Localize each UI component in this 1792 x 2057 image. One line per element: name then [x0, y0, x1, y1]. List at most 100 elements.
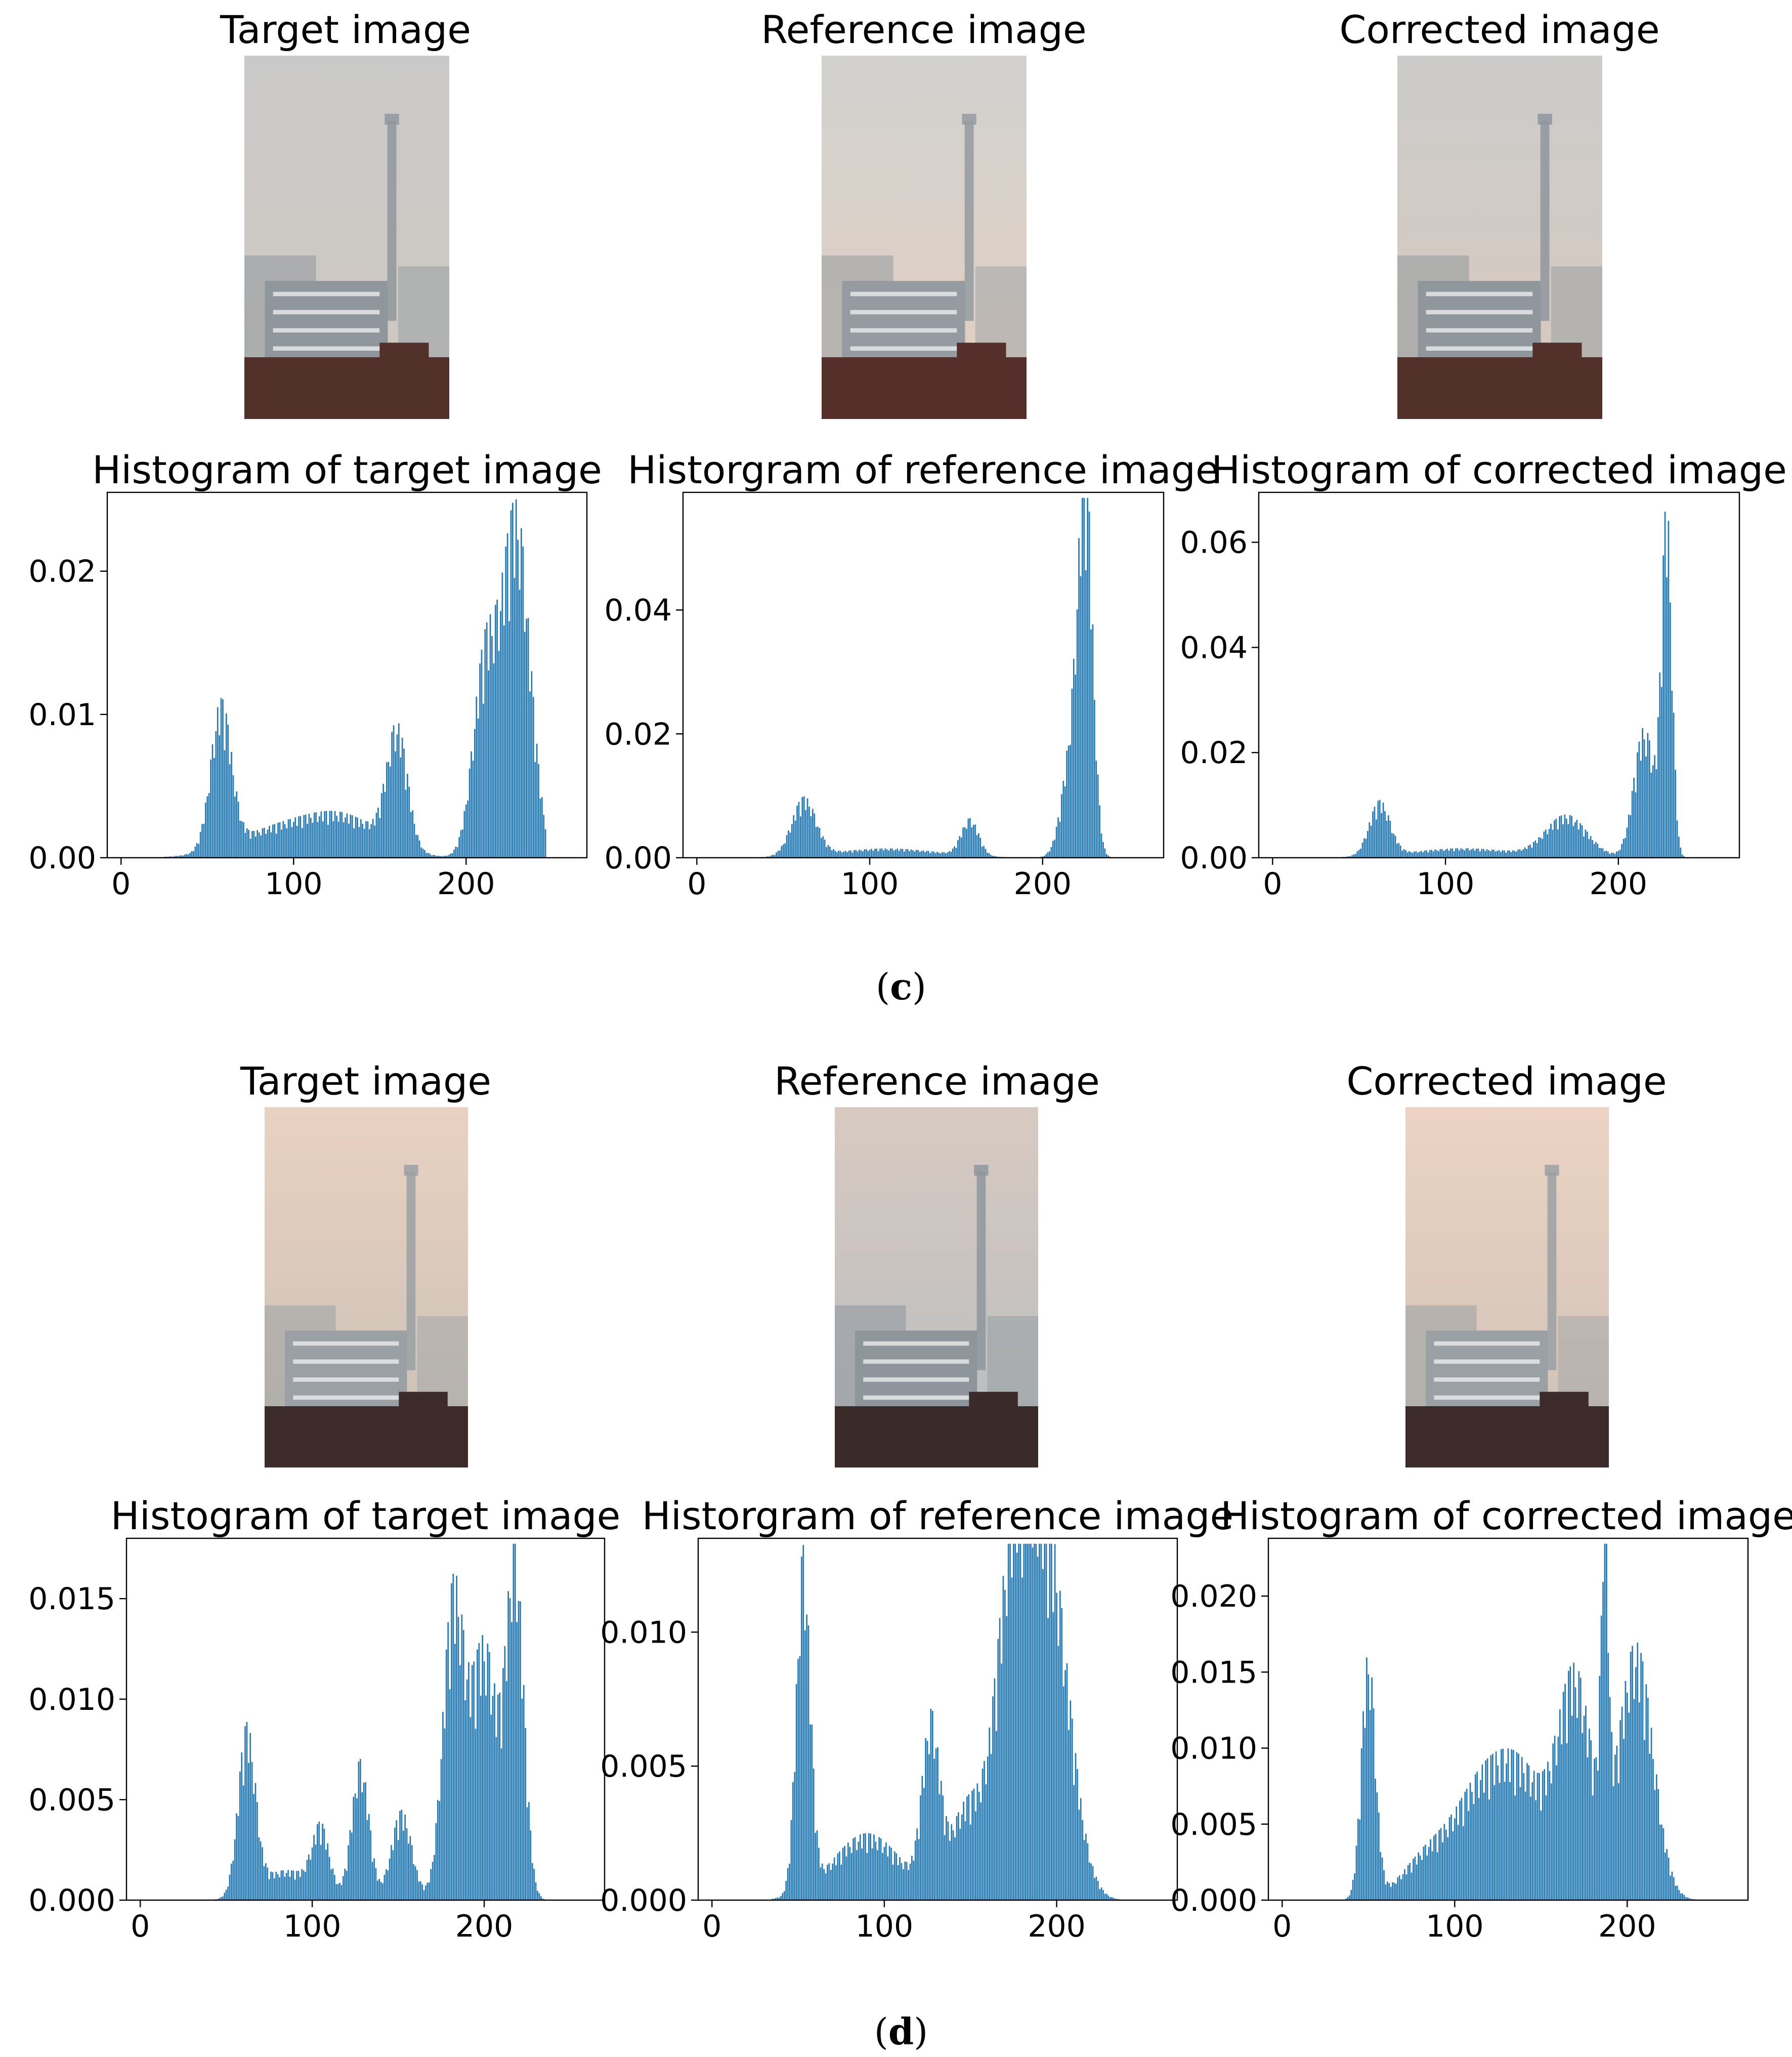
histogram-bar	[222, 1896, 224, 1900]
histogram-bar	[1607, 1653, 1609, 1900]
histogram-bar	[1529, 844, 1531, 858]
histogram-bar	[310, 818, 312, 858]
histogram-bar	[328, 1857, 330, 1900]
histogram-bar	[1348, 1895, 1350, 1900]
histogram-bar	[198, 844, 200, 858]
histogram-bar	[519, 590, 521, 858]
histogram-bar	[927, 851, 929, 858]
histogram-bar	[483, 1661, 485, 1900]
histogram-bar	[1652, 1759, 1654, 1900]
histogram-bar	[1544, 1769, 1545, 1900]
histogram-bar	[884, 848, 886, 858]
histogram-bar	[976, 1783, 978, 1900]
histogram-bar	[422, 849, 424, 858]
histogram-bar	[1678, 836, 1680, 858]
histogram-bar	[427, 853, 429, 858]
histogram-bar	[1426, 850, 1427, 858]
histogram-bar	[1597, 1771, 1599, 1900]
histogram-bar	[1345, 1898, 1347, 1900]
histogram-bar	[297, 1871, 300, 1900]
histogram-bar	[361, 1792, 363, 1900]
histogram-bar	[909, 1863, 911, 1900]
histogram-bar	[926, 851, 928, 858]
histogram-bar	[1403, 849, 1405, 858]
histogram-bar	[1082, 1820, 1083, 1900]
histogram-bar	[793, 815, 795, 858]
histogram-bar	[396, 1820, 398, 1900]
histogram-bar	[1688, 1898, 1690, 1900]
histogram-bar	[1062, 781, 1064, 858]
histogram-bar	[774, 855, 776, 858]
histogram-bar	[1574, 1687, 1576, 1900]
histogram-bar	[1466, 1788, 1468, 1900]
histogram-bar	[1583, 1715, 1585, 1900]
histogram-bar	[1595, 1757, 1597, 1900]
histogram-bar	[382, 783, 384, 858]
histogram-bar	[1066, 1663, 1068, 1900]
histogram-bar	[1609, 854, 1611, 858]
histogram-bar	[1564, 814, 1566, 858]
photo-building-window-row	[1434, 1359, 1540, 1364]
histogram-bar	[287, 1870, 289, 1900]
histogram-bar	[458, 837, 460, 858]
histogram-bar	[224, 750, 226, 858]
y-tick-label: 0.005	[600, 1749, 687, 1784]
histogram-bar	[267, 829, 269, 858]
histogram-bar	[1447, 1837, 1448, 1900]
histogram-bar	[532, 697, 534, 858]
histogram-bar	[988, 853, 990, 858]
histogram-bar	[1507, 1748, 1509, 1900]
histogram-bar	[359, 1758, 361, 1900]
histogram-bar	[1052, 1612, 1054, 1900]
histogram-bar	[1581, 825, 1583, 858]
histogram-bar	[253, 831, 255, 858]
histogram-bar	[407, 774, 408, 858]
histogram-bar	[294, 1879, 296, 1900]
histogram-bar	[961, 1814, 963, 1900]
histogram-bar	[334, 811, 336, 858]
histogram-bar	[225, 713, 227, 858]
histogram-bar	[451, 1583, 452, 1900]
histogram-bar	[312, 822, 314, 858]
histogram-bar	[375, 813, 377, 858]
photo-foreground-block	[379, 343, 429, 419]
histogram-bar	[1592, 840, 1593, 858]
histogram-bar	[1030, 1543, 1032, 1900]
histogram-bar	[1093, 699, 1095, 858]
histogram-bar	[1585, 1705, 1587, 1900]
histogram-bar	[1654, 1790, 1656, 1900]
histogram-bar	[936, 852, 938, 858]
histogram-bar	[1085, 1833, 1087, 1900]
histogram-bar	[412, 810, 413, 858]
histogram-bar	[1595, 842, 1597, 858]
histogram-bar	[952, 848, 954, 858]
histogram-bar	[1377, 801, 1379, 858]
y-tick-label: 0.00	[604, 841, 672, 876]
histogram-bar	[942, 852, 943, 858]
histogram-bar	[925, 1738, 926, 1900]
histogram-bar	[973, 1788, 975, 1900]
y-tick-label: 0.02	[1180, 735, 1248, 771]
histogram-bar	[335, 1884, 337, 1900]
histogram-bar	[1459, 850, 1460, 858]
histogram-bar	[1440, 1828, 1442, 1900]
histogram-bar	[1380, 1852, 1381, 1900]
histogram-bar	[1359, 1819, 1361, 1900]
histogram-bar	[789, 832, 791, 858]
histogram-bar	[859, 1834, 861, 1900]
histogram-bar	[1655, 769, 1657, 858]
histogram-bar	[533, 1869, 535, 1900]
histogram-bar	[168, 856, 170, 858]
histogram-bar	[881, 848, 883, 858]
histogram-bar	[303, 815, 305, 858]
d-corrected-photo	[1405, 1107, 1609, 1467]
histogram-bar	[457, 1617, 459, 1900]
histogram-bar	[1480, 1780, 1481, 1900]
histogram-bar	[1438, 1830, 1440, 1900]
histogram-bar	[1640, 1653, 1642, 1900]
histogram-bar	[404, 1814, 406, 1900]
histogram-bar	[1418, 1852, 1420, 1900]
histogram-bar	[938, 852, 940, 858]
histogram-bar	[1462, 849, 1464, 858]
histogram-bar	[1625, 1681, 1627, 1900]
